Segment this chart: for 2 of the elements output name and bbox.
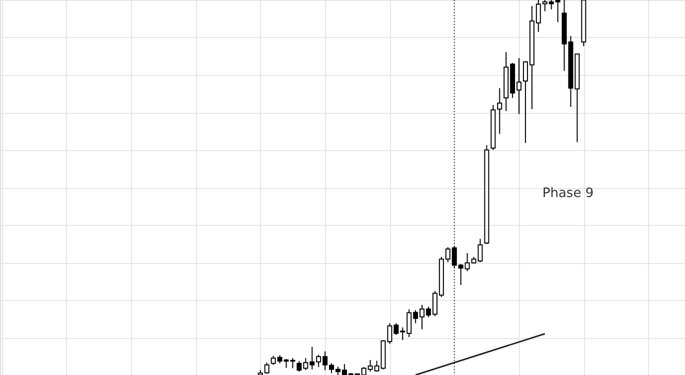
candlestick <box>497 88 502 134</box>
annotation: Phase 9 <box>542 186 594 201</box>
